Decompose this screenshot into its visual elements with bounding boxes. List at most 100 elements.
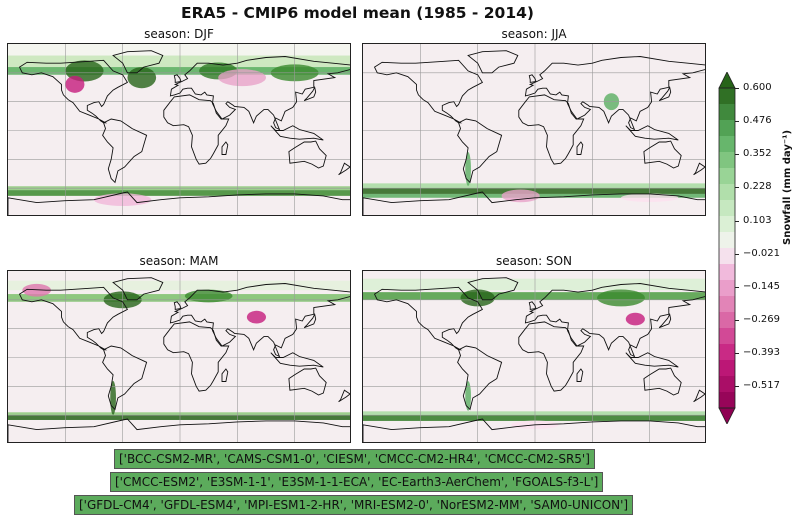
coastline-britain [173, 74, 182, 83]
colorbar [718, 72, 736, 424]
world-map-djf [8, 44, 350, 215]
coastline-britain [173, 301, 182, 310]
snowfall-anomaly-band [8, 67, 350, 75]
colorbar-tick-label: 0.228 [743, 181, 772, 193]
colorbar-step [719, 152, 735, 169]
colorbar-tick-mark [735, 88, 739, 89]
coastline-australia [288, 367, 327, 396]
colorbar-tick-label: 0.476 [743, 115, 772, 127]
colorbar-step [719, 376, 735, 393]
coastline-japan [658, 312, 672, 329]
model-group-1: ['BCC-CSM2-MR', 'CAMS-CSM1-0', 'CIESM', … [114, 449, 595, 469]
colorbar-tick-label: 0.600 [743, 82, 772, 93]
colorbar-tick-mark [735, 385, 739, 387]
coastline-europe-asia [524, 283, 705, 358]
snowfall-anomaly-patch [127, 67, 157, 89]
colorbar-tick-mark [735, 319, 739, 321]
panel-title-mam: season: MAM [139, 254, 219, 268]
coastline-new-zealand [338, 389, 350, 403]
coastline-madagascar [576, 141, 584, 155]
colorbar-extend-min [718, 407, 736, 424]
coastline-south-america [102, 345, 148, 411]
colorbar-tick-label: −0.517 [743, 379, 781, 391]
coastline-britain [528, 301, 537, 310]
coastline-greenland [467, 50, 519, 74]
coastline-indonesia [270, 125, 324, 141]
colorbar-step [719, 360, 735, 377]
snowfall-anomaly-patch [597, 289, 645, 307]
coastline-indonesia [625, 352, 679, 368]
colorbar-step [719, 232, 735, 249]
map-panel-mam [7, 270, 351, 443]
world-map-mam [8, 271, 350, 442]
colorbar-tick-mark [735, 253, 739, 255]
coastline-africa [518, 94, 585, 165]
coastline-africa [163, 94, 230, 165]
colorbar-step [719, 264, 735, 281]
snowfall-anomaly-patch [218, 69, 266, 87]
coastline-antarctica [363, 191, 705, 215]
model-group-3: ['GFDL-CM4', 'GFDL-ESM4', 'MPI-ESM1-2-HR… [74, 495, 634, 515]
coastline-antarctica [8, 418, 350, 442]
coastline-antarctica [8, 191, 350, 215]
coastline-greenland [112, 50, 164, 74]
colorbar-tick-label: −0.393 [743, 346, 781, 358]
coastline-britain [528, 74, 537, 83]
coastline-europe-asia [524, 56, 705, 131]
coastline-madagascar [221, 368, 229, 382]
colorbar-step [719, 120, 735, 137]
snowfall-anomaly-band [8, 412, 350, 416]
colorbar-step [719, 136, 735, 153]
snowfall-anomaly-band [8, 280, 350, 291]
coastline-africa [163, 321, 230, 392]
colorbar-step [719, 344, 735, 361]
snowfall-anomaly-band [363, 183, 705, 189]
coastline-new-zealand [693, 162, 705, 176]
model-group-2: ['CMCC-ESM2', 'E3SM-1-1', 'E3SM-1-1-ECA'… [110, 472, 604, 492]
colorbar-step [719, 216, 735, 233]
coastline-greenland [112, 277, 164, 301]
coastline-indonesia [625, 125, 679, 141]
world-map-jja [363, 44, 705, 215]
colorbar-tick-mark [735, 220, 739, 222]
colorbar-extend-max [718, 72, 736, 89]
coastline-europe-asia [169, 56, 350, 131]
colorbar-step [719, 296, 735, 313]
map-panel-djf [7, 43, 351, 216]
colorbar-step [719, 312, 735, 329]
colorbar-step [719, 88, 735, 105]
coastline-indonesia [270, 352, 324, 368]
colorbar-step [719, 104, 735, 121]
coastline-madagascar [221, 141, 229, 155]
snowfall-anomaly-patch [246, 310, 266, 324]
colorbar-tick-label: −0.269 [743, 313, 781, 325]
colorbar-step [719, 328, 735, 345]
coastline-north-america [373, 286, 484, 351]
snowfall-anomaly-patch [501, 189, 540, 203]
colorbar-tick-mark [735, 154, 739, 156]
coastline-north-america [18, 286, 129, 351]
snowfall-anomaly-band [363, 411, 705, 416]
colorbar-step [719, 184, 735, 201]
colorbar-tick-mark [735, 286, 739, 288]
snowfall-anomaly-patch [625, 312, 645, 326]
figure-title: ERA5 - CMIP6 model mean (1985 - 2014) [181, 4, 534, 22]
coastline-north-america [18, 59, 129, 124]
colorbar-step [719, 200, 735, 217]
colorbar-tick-label: 0.103 [743, 214, 772, 226]
colorbar-tick-label: −0.021 [743, 247, 781, 259]
coastline-australia [643, 140, 682, 169]
coastline-australia [288, 140, 327, 169]
panel-title-jja: season: JJA [501, 27, 567, 41]
colorbar-step [719, 280, 735, 297]
panel-title-son: season: SON [495, 254, 573, 268]
colorbar-tick-label: −0.145 [743, 280, 781, 292]
coastline-south-america [457, 345, 503, 411]
coastline-new-zealand [693, 389, 705, 403]
coastline-new-zealand [338, 162, 350, 176]
coastline-antarctica [363, 418, 705, 442]
colorbar-step [719, 248, 735, 265]
snowfall-anomaly-band [8, 294, 350, 302]
coastline-madagascar [576, 368, 584, 382]
snowfall-anomaly-band [363, 415, 705, 421]
